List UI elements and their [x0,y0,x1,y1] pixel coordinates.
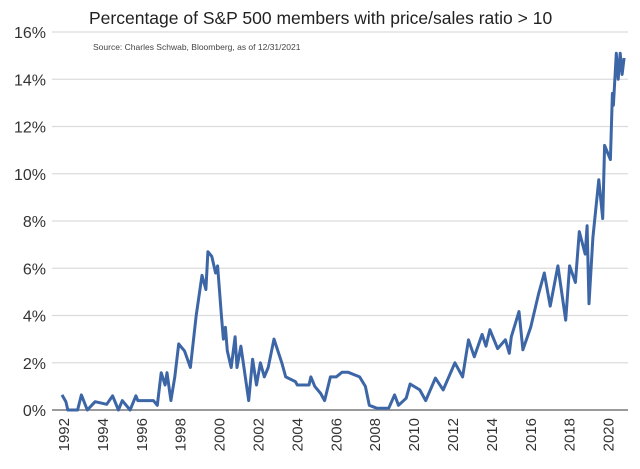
x-tick-label: 2010 [406,418,423,451]
x-tick-label: 1992 [56,418,73,451]
y-tick-label: 6% [23,261,46,278]
x-tick-label: 2004 [289,418,306,451]
x-tick-label: 2020 [601,418,618,451]
x-tick-label: 1998 [173,418,190,451]
x-tick-label: 2002 [250,418,267,451]
x-axis-ticks: 1992 1994 1996 1998 2000 2002 2004 2006 2008 2010… [56,418,618,451]
y-tick-label: 2% [23,356,46,373]
x-tick-label: 2014 [484,418,501,451]
x-tick-label: 1996 [134,418,151,451]
x-tick-label: 2016 [523,418,540,451]
y-tick-label: 16% [14,25,46,42]
y-tick-label: 4% [23,309,46,326]
gridlines [52,31,628,364]
series-line [60,51,626,412]
x-tick-label: 1994 [95,418,112,451]
y-axis-ticks: 0% 2% 4% 6% 8% 10% 12% 14% 16% [14,25,46,420]
y-tick-label: 8% [23,214,46,231]
chart-title: Percentage of S&P 500 members with price… [89,8,552,28]
x-tick-label: 2000 [212,418,229,451]
y-tick-label: 0% [23,403,46,420]
x-tick-label: 2006 [328,418,345,451]
chart-source: Source: Charles Schwab, Bloomberg, as of… [93,42,301,52]
x-tick-label: 2012 [445,418,462,451]
x-tick-label: 2008 [367,418,384,451]
y-tick-label: 14% [14,72,46,89]
x-tick-label: 2018 [562,418,579,451]
y-tick-label: 12% [14,120,46,137]
y-tick-label: 10% [14,167,46,184]
